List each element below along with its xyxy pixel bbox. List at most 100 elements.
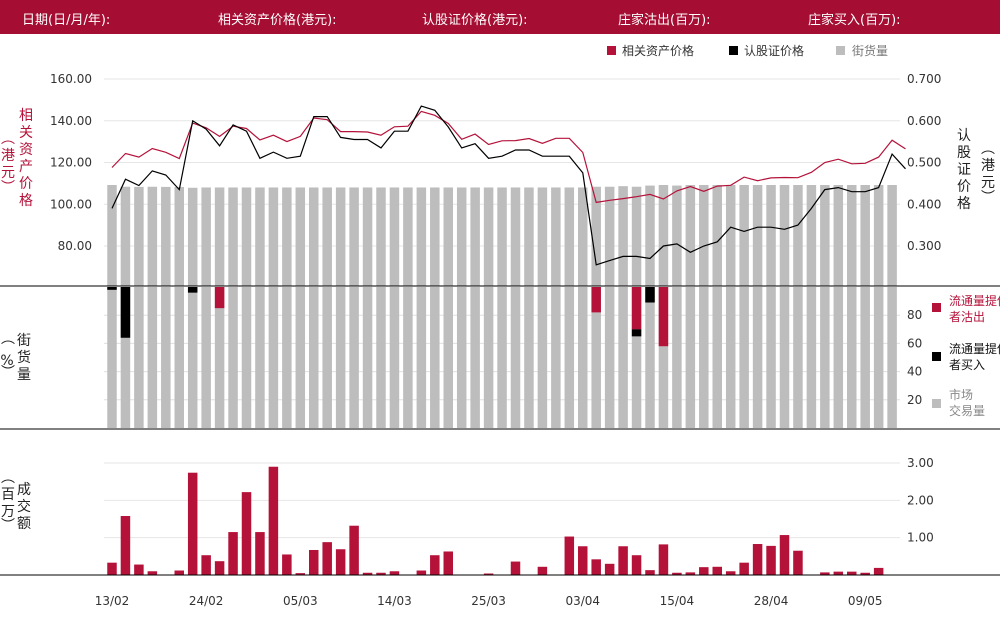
- turnover-bar: [416, 570, 427, 575]
- right-unit-paren-close: ︶: [981, 190, 995, 206]
- turnover-bar: [483, 573, 494, 575]
- outstanding-panel-bar: [335, 287, 346, 428]
- outstanding-bar: [147, 186, 158, 286]
- outstanding-panel-bar: [725, 287, 736, 428]
- turnover-tick: 1.00: [907, 531, 934, 545]
- outstanding-panel-bar: [187, 287, 198, 428]
- mm-buy-readout: 庄家买入(百万):: [808, 13, 901, 28]
- outstanding-panel-bar: [578, 287, 588, 428]
- outstanding-panel-bar: [456, 287, 467, 428]
- mm-sell-bar: [631, 287, 642, 330]
- turnover-bar: [645, 570, 655, 575]
- turnover-bar: [187, 472, 198, 575]
- legend-mm-buy-line2: 者买入: [949, 358, 985, 372]
- outstanding-panel-bar: [322, 287, 332, 428]
- turnover-bar: [618, 546, 628, 575]
- left-price-tick: 100.00: [50, 197, 92, 211]
- turnover-paren-open: ︵: [1, 470, 15, 486]
- outstanding-paren-close: ︶: [1, 365, 15, 381]
- outstanding-bar: [483, 187, 494, 286]
- legend-outstanding-swatch: [836, 46, 845, 55]
- outstanding-panel-bar: [147, 287, 158, 428]
- date-readout: 日期(日/月/年):: [22, 13, 111, 28]
- outstanding-bar: [228, 187, 238, 286]
- right-price-tick: 0.600: [907, 114, 941, 128]
- outstanding-panel-bar: [618, 287, 628, 428]
- turnover-axis-unit: 百万: [1, 487, 15, 520]
- outstanding-tick: 80: [907, 308, 922, 322]
- legend-market-volume-line1: 市场: [949, 387, 973, 402]
- turnover-tick: 2.00: [907, 493, 934, 507]
- outstanding-bar: [578, 187, 588, 286]
- legend-outstanding-label: 街货量: [852, 43, 888, 58]
- turnover-bar: [120, 516, 131, 575]
- turnover-bar: [739, 562, 749, 575]
- legend-mm-sell-swatch: [932, 303, 941, 312]
- outstanding-panel-bar: [228, 287, 238, 428]
- outstanding-panel-bar: [282, 287, 292, 428]
- outstanding-bar: [349, 187, 359, 286]
- outstanding-bar: [107, 185, 117, 286]
- outstanding-bar: [631, 186, 642, 286]
- left-price-tick: 120.00: [50, 156, 92, 170]
- turnover-bar: [443, 551, 453, 575]
- turnover-bar: [685, 572, 696, 575]
- outstanding-bar: [174, 187, 184, 286]
- outstanding-panel-bar: [604, 287, 615, 428]
- turnover-bar: [860, 572, 870, 575]
- outstanding-panel-bar: [564, 287, 575, 428]
- turnover-tick: 3.00: [907, 456, 934, 470]
- outstanding-panel-bar: [537, 287, 548, 428]
- turnover-bar: [578, 546, 588, 575]
- turnover-bar: [376, 572, 386, 575]
- warrant-price-readout: 认股证价格(港元):: [422, 13, 528, 28]
- outstanding-panel-bar: [268, 287, 279, 428]
- legend-warrant-label: 认股证价格: [744, 43, 804, 58]
- outstanding-bar: [887, 185, 897, 286]
- outstanding-bar: [752, 185, 763, 286]
- turnover-bar: [847, 571, 857, 575]
- turnover-bar: [268, 466, 279, 575]
- mm-sell-bar: [591, 287, 601, 313]
- outstanding-bar: [833, 185, 844, 286]
- outstanding-bar: [524, 187, 534, 286]
- outstanding-bar: [255, 187, 265, 286]
- outstanding-bar: [362, 187, 373, 286]
- outstanding-bar: [618, 186, 628, 286]
- outstanding-bar: [551, 187, 561, 286]
- outstanding-bar: [860, 185, 870, 286]
- outstanding-panel-bar: [766, 287, 776, 428]
- outstanding-bar: [214, 187, 225, 286]
- outstanding-bar: [497, 187, 507, 286]
- x-tick-label: 13/02: [95, 594, 130, 608]
- x-tick-label: 09/05: [848, 594, 883, 608]
- outstanding-bar: [241, 187, 252, 286]
- turnover-bar: [564, 536, 575, 575]
- outstanding-panel-bar: [430, 287, 440, 428]
- outstanding-bar: [443, 187, 453, 286]
- turnover-bar: [174, 570, 184, 575]
- turnover-bar: [322, 542, 332, 575]
- outstanding-panel-bar: [631, 287, 642, 428]
- outstanding-bar: [820, 185, 830, 286]
- outstanding-bar: [847, 185, 857, 286]
- underlying-price-readout: 相关资产价格(港元):: [218, 13, 337, 28]
- x-tick-label: 14/03: [377, 594, 412, 608]
- outstanding-bar: [389, 187, 400, 286]
- outstanding-bar: [470, 187, 480, 286]
- outstanding-bar: [699, 185, 709, 286]
- turnover-bar: [349, 525, 359, 575]
- outstanding-bar: [685, 185, 696, 286]
- outstanding-panel-bar: [470, 287, 480, 428]
- mm-buy-bar: [631, 329, 642, 337]
- legend-underlying-label: 相关资产价格: [622, 43, 694, 58]
- outstanding-panel-bar: [483, 287, 494, 428]
- turnover-bar: [255, 532, 265, 575]
- outstanding-panel-bar: [551, 287, 561, 428]
- outstanding-panel-bar: [860, 287, 870, 428]
- outstanding-bar: [712, 185, 722, 286]
- turnover-bar: [672, 572, 682, 575]
- turnover-bar: [752, 544, 763, 575]
- warrant-chart[interactable]: 80.00 100.00 120.00 140.00 160.00 0.300 0.400 0…: [0, 34, 1000, 620]
- outstanding-panel-bar: [201, 287, 211, 428]
